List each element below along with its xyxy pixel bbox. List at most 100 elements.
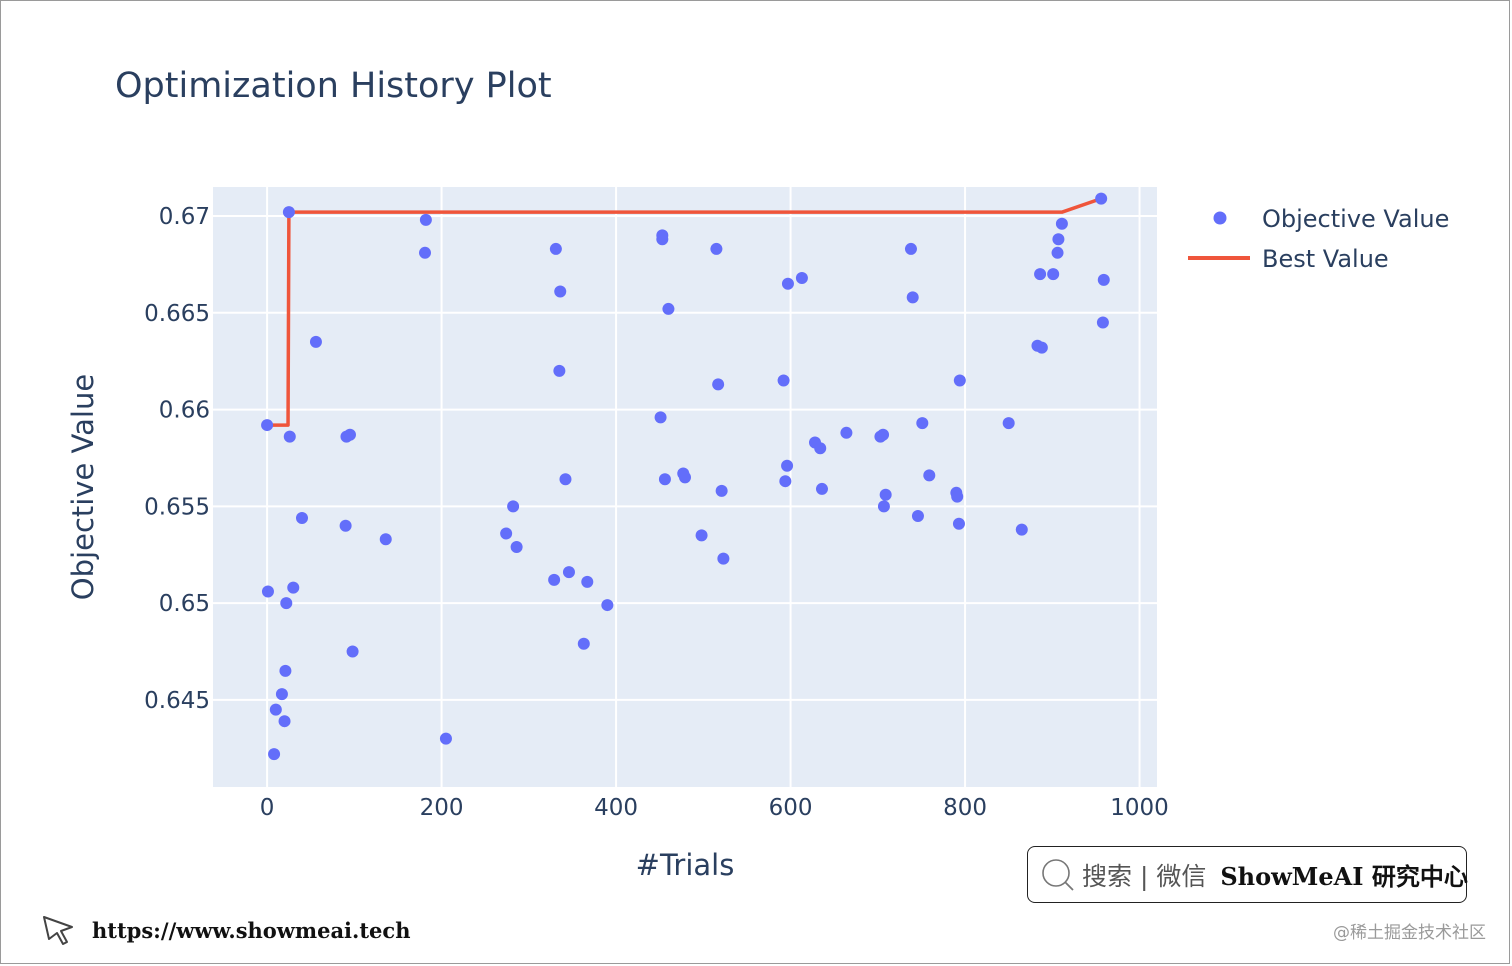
objective-point [553,364,566,377]
search-label: 搜索 | 微信 [1082,861,1207,891]
legend-label-objective: Objective Value [1262,205,1449,233]
legend-label-best: Best Value [1262,245,1389,273]
objective-point [1002,417,1015,430]
objective-point [562,566,575,579]
x-axis-ticks: 0 200 400 600 800 1000 [260,795,1169,821]
objective-point [877,500,890,513]
objective-point [904,242,917,255]
objective-point [877,428,890,441]
objective-point [309,335,322,348]
objective-point [419,246,432,259]
x-tick-label: 0 [260,795,275,821]
objective-point [283,430,296,443]
objective-point [261,585,274,598]
objective-point [577,637,590,650]
objective-point [549,242,562,255]
y-tick-label: 0.645 [144,688,210,714]
objective-point [601,599,614,612]
grid [213,187,1157,787]
objective-point [679,471,691,484]
objective-point [710,242,723,255]
objective-point [879,488,892,501]
objective-point [554,285,567,298]
y-axis-ticks: 0.645 0.65 0.655 0.66 0.665 0.67 [144,204,210,714]
objective-point [656,229,669,242]
website-url[interactable]: https://www.showmeai.tech [92,917,411,943]
y-tick-label: 0.67 [159,204,210,230]
objective-point [795,271,808,284]
objective-point [1051,246,1064,259]
objective-point [343,428,356,441]
objective-point [439,732,452,745]
objective-point [1035,341,1048,354]
footer-link-row: https://www.showmeai.tech [40,910,410,950]
objective-point [1097,273,1110,286]
objective-point [911,510,924,523]
x-tick-label: 400 [594,795,638,821]
objective-point [282,206,295,219]
objective-point [280,597,293,610]
objective-point [1055,217,1068,230]
objective-point [815,482,828,495]
objective-point [923,469,936,482]
objective-point [510,541,523,553]
objective-point [559,473,572,486]
objective-point [339,519,352,532]
objective-point [952,517,965,530]
objective-point [916,417,929,430]
objective-point [278,715,291,728]
objective-point [379,533,392,546]
search-badge: 搜索 | 微信 ShowMeAI 研究中心 [1027,846,1468,903]
objective-point [346,645,359,658]
y-tick-label: 0.665 [144,301,210,327]
y-axis-title: Objective Value [66,374,100,600]
cursor-icon [40,909,78,951]
objective-point [268,748,281,761]
objective-point [287,581,300,594]
objective-point [1052,233,1065,246]
objective-value-series [261,192,1110,761]
objective-point [717,552,730,565]
objective-point [658,473,671,486]
objective-point [781,459,794,472]
y-tick-label: 0.66 [159,398,210,424]
x-tick-label: 800 [943,795,987,821]
objective-point [548,573,561,586]
objective-point [279,664,292,677]
objective-point [951,490,964,503]
chart-title: Optimization History Plot [115,66,552,106]
legend-marker-objective [1213,211,1227,225]
objective-point [1047,268,1060,281]
objective-point [777,374,790,387]
watermark: @稀土掘金技术社区 [1333,923,1486,943]
x-tick-label: 1000 [1110,795,1169,821]
objective-point [1096,316,1109,329]
objective-point [295,511,308,524]
plot-area [213,187,1157,787]
objective-point [662,302,675,315]
objective-point [840,426,853,439]
objective-point [500,527,513,540]
objective-point [1015,523,1028,536]
x-tick-label: 600 [769,795,813,821]
x-axis-title: #Trials [636,848,735,882]
objective-point [654,411,667,424]
objective-point [814,442,827,455]
objective-point [695,529,708,542]
objective-point [781,277,794,290]
objective-point [779,475,792,488]
objective-point [715,484,728,497]
legend: Objective Value Best Value [1188,205,1449,273]
objective-point [1034,268,1047,281]
objective-point [581,575,594,588]
x-tick-label: 200 [420,795,464,821]
brand-name: ShowMeAI 研究中心 [1220,862,1468,891]
objective-point [269,703,282,716]
objective-point [953,374,966,387]
objective-point [261,419,274,432]
search-icon [1040,857,1076,893]
objective-point [906,291,919,304]
y-tick-label: 0.655 [144,494,210,520]
